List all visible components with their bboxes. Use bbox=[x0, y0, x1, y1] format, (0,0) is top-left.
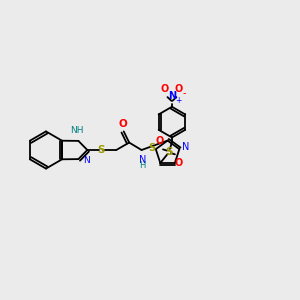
Text: O: O bbox=[175, 84, 183, 94]
Text: O: O bbox=[161, 84, 169, 94]
Text: N: N bbox=[83, 156, 90, 165]
Text: S: S bbox=[148, 143, 155, 153]
Text: +: + bbox=[175, 96, 182, 105]
Text: N: N bbox=[139, 155, 146, 165]
Text: -: - bbox=[183, 88, 186, 98]
Text: O: O bbox=[155, 136, 164, 146]
Text: N: N bbox=[168, 91, 176, 101]
Text: NH: NH bbox=[70, 126, 84, 135]
Text: S: S bbox=[165, 147, 173, 157]
Text: O: O bbox=[174, 158, 182, 167]
Text: S: S bbox=[97, 145, 105, 155]
Text: H: H bbox=[139, 161, 146, 170]
Text: N: N bbox=[182, 142, 190, 152]
Text: O: O bbox=[118, 119, 127, 129]
